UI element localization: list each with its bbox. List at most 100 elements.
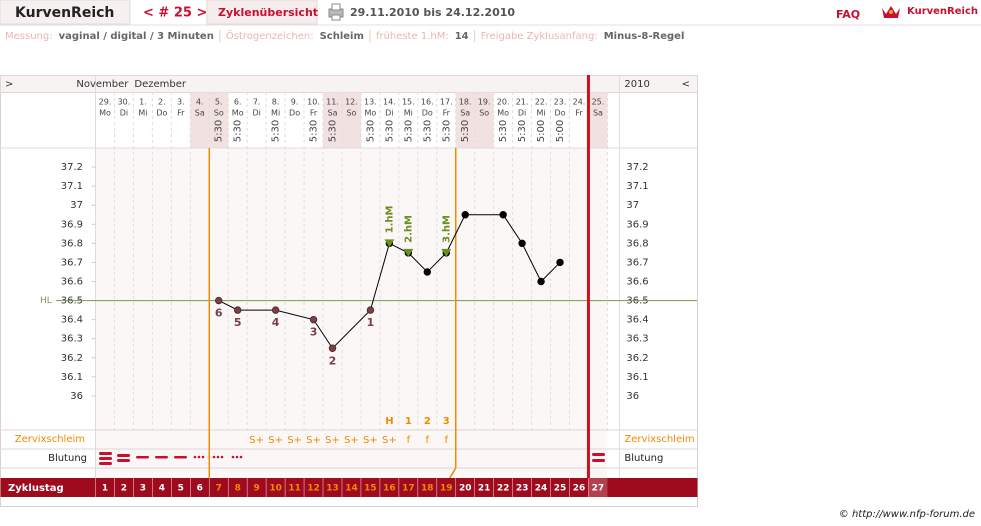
temperature-point [233, 306, 242, 314]
faq-link[interactable]: FAQ [836, 8, 860, 21]
weekend-shade [341, 92, 361, 148]
low-phase-label: 3 [310, 326, 318, 339]
info-line: Messung: vaginal / digital / 3 Minuten Öst… [5, 29, 684, 42]
temp-shift-diag [449, 467, 457, 479]
cycle-day: 15 [364, 484, 377, 494]
measure-time: 5:30 [328, 120, 339, 142]
y-tick-label: 36.6 [61, 277, 83, 288]
logo-text[interactable]: KurvenReich [907, 6, 978, 17]
y-tick-label: 36.9 [61, 219, 83, 230]
cervix-value: S+ [287, 435, 302, 446]
info-value: Schleim [320, 31, 364, 42]
month: November [76, 79, 129, 90]
y-tick-label-right: 37.1 [626, 181, 648, 192]
date: 7. [253, 98, 261, 107]
cycle-day: 19 [440, 484, 453, 494]
date: 29. [99, 98, 112, 107]
measure-time: 5:00 [555, 120, 566, 142]
peak-label: H [385, 416, 393, 427]
low-phase-label: 2 [329, 354, 337, 367]
year: 2010 [624, 79, 649, 90]
y-tick-label-right: 36.3 [626, 334, 648, 345]
y-tick-label-right: 37 [626, 200, 639, 211]
cycle-day: 18 [421, 484, 434, 494]
y-tick-label: 36 [70, 391, 83, 402]
date: 21. [516, 98, 529, 107]
date: 16. [421, 98, 434, 107]
weekday: Fr [443, 109, 451, 118]
low-phase-label: 1 [367, 316, 375, 329]
cervix-value: f [407, 435, 411, 446]
peak-label: 1 [405, 416, 412, 427]
weekday: So [214, 109, 224, 118]
weekday: Do [422, 109, 433, 118]
date: 24. [573, 98, 586, 107]
cervix-value: S+ [382, 435, 397, 446]
weekday: Sa [593, 109, 603, 118]
weekday: Mi [404, 109, 413, 118]
cervix-label: Zervixschleim [15, 434, 85, 445]
y-tick-label: 37.1 [61, 181, 83, 192]
measure-time: 5:00 [536, 120, 547, 142]
y-tick-label-right: 36.8 [626, 238, 648, 249]
low-phase-label: 6 [215, 307, 223, 320]
y-tick-label-right: 36.9 [626, 219, 648, 230]
cycle-day: 1 [102, 484, 108, 494]
cervix-value: f [426, 435, 430, 446]
date: 18. [459, 98, 472, 107]
weekday: Mi [138, 109, 147, 118]
date: 11. [326, 98, 339, 107]
cycle-day: 17 [402, 484, 415, 494]
cycle-day: 26 [573, 484, 586, 494]
app-title: KurvenReich [15, 5, 114, 21]
hl-label: HL [40, 296, 52, 306]
measure-time: 5:30 [403, 120, 414, 142]
cycle-nav[interactable]: < # 25 > [143, 6, 207, 21]
weekday: Do [554, 109, 565, 118]
cervix-value: S+ [268, 435, 283, 446]
info-value: 14 [455, 31, 469, 42]
bleeding-icons [99, 452, 605, 465]
measure-time: 5:30 [498, 120, 509, 142]
overview-link[interactable]: Zyklenübersicht [218, 6, 318, 19]
date: 20. [497, 98, 510, 107]
date: 25. [592, 98, 605, 107]
high-label: 1.hM [384, 205, 395, 233]
temperature-point [366, 306, 375, 314]
y-tick-label-right: 36 [626, 391, 639, 402]
temperature-point [328, 344, 337, 352]
temperature-point [556, 258, 564, 267]
cycle-day: 21 [478, 484, 491, 494]
date: 3. [177, 98, 185, 107]
weekend-shade [474, 92, 494, 148]
date-range: 29.11.2010 bis 24.12.2010 [350, 6, 515, 19]
high-label: 2.hM [403, 215, 414, 243]
y-tick-label-right: 36.7 [626, 257, 648, 268]
temperature-point [309, 315, 318, 324]
date: 23. [554, 98, 567, 107]
high-label: 3.hM [441, 215, 452, 243]
cycle-day: 25 [554, 484, 567, 494]
overview-tab[interactable] [206, 0, 318, 25]
date: 10. [307, 98, 320, 107]
weekday: Sa [328, 109, 338, 118]
y-tick-label-right: 37.2 [626, 162, 648, 173]
cycle-day-bar [0, 478, 698, 497]
cycle-day: 24 [535, 484, 548, 494]
info-label: früheste 1.hM: [376, 31, 449, 42]
cycle-day: 27 [592, 484, 605, 494]
measure-time: 5:30 [422, 120, 433, 142]
weekday: Mo [497, 109, 509, 118]
weekday: Di [385, 109, 393, 118]
date: 5. [215, 98, 223, 107]
weekday: Sa [195, 109, 205, 118]
measure-time: 5:30 [233, 120, 244, 142]
peak-label: 3 [443, 416, 450, 427]
print-icon[interactable] [328, 3, 344, 21]
bleeding-label: Blutung [48, 453, 87, 464]
date: 17. [440, 98, 453, 107]
cycle-day: 3 [140, 484, 146, 494]
peak-label: 2 [424, 416, 431, 427]
